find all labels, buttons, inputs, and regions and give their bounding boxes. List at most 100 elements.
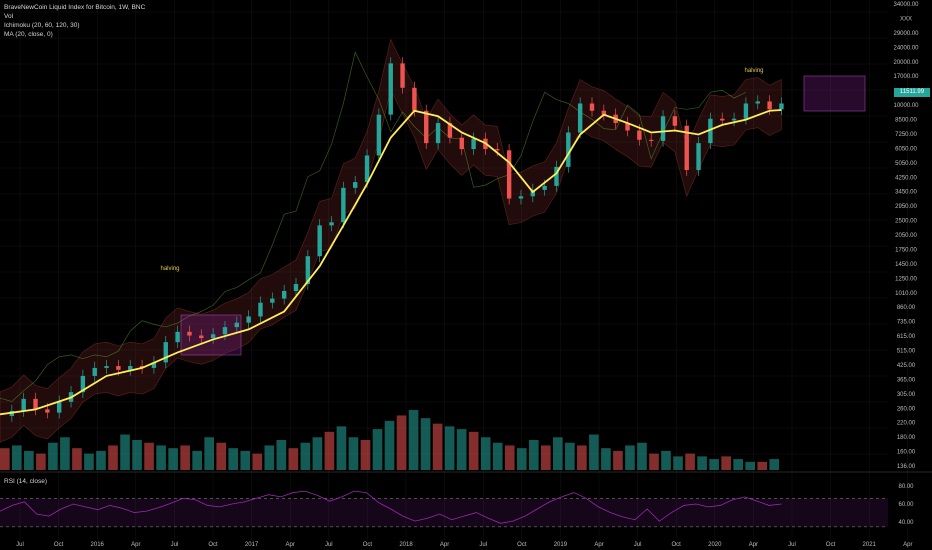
volume-bar bbox=[276, 440, 287, 470]
legend-ma: MA (20, close, 0) bbox=[4, 31, 53, 38]
volume-bar bbox=[468, 431, 479, 470]
candle-body bbox=[696, 143, 701, 171]
time-tick-label: Apr bbox=[594, 542, 603, 548]
volume-bar bbox=[192, 450, 202, 470]
volume-bar bbox=[528, 440, 539, 470]
candle-body bbox=[104, 366, 109, 368]
candle-body bbox=[341, 187, 346, 223]
legend-ichimoku: Ichimoku (20, 60, 120, 30) bbox=[4, 22, 80, 29]
volume-bar bbox=[637, 442, 647, 470]
candle-body bbox=[660, 116, 666, 141]
candle-body bbox=[293, 284, 299, 291]
candle-body bbox=[731, 118, 737, 121]
volume-bar bbox=[504, 445, 515, 470]
volume-bars bbox=[0, 410, 780, 470]
candle-body bbox=[708, 118, 713, 144]
volume-bar bbox=[384, 420, 395, 470]
candle-body bbox=[258, 302, 263, 317]
rsi-tick-label: 80.00 bbox=[898, 484, 914, 490]
candle-body bbox=[270, 298, 275, 303]
volume-bar bbox=[144, 442, 154, 470]
candle-body bbox=[57, 401, 62, 413]
price-tick-label: 735.00 bbox=[897, 320, 916, 326]
volume-bar bbox=[228, 448, 239, 470]
candle-body bbox=[187, 331, 192, 336]
price-tick-label: XXX bbox=[900, 16, 912, 22]
time-tick-label: Oct bbox=[208, 542, 218, 548]
candle-body bbox=[353, 182, 358, 188]
price-tick-label: 3450.00 bbox=[895, 190, 917, 196]
rsi-line bbox=[0, 490, 782, 524]
candle-body bbox=[779, 103, 784, 110]
volume-bar bbox=[240, 450, 251, 470]
candle-body bbox=[518, 196, 524, 199]
time-axis: Jul Oct 2016 Apr Jul Oct 2017 Apr Jul Oct 2018 Apr J… bbox=[16, 542, 912, 548]
candle-body bbox=[246, 316, 251, 323]
volume-bar bbox=[24, 450, 34, 470]
volume-bar bbox=[156, 445, 166, 470]
candle-body bbox=[400, 63, 405, 88]
annotations: halving halving bbox=[160, 68, 763, 272]
time-tick-label: Oct bbox=[826, 542, 836, 548]
price-tick-label: 260.00 bbox=[897, 406, 916, 412]
highlight-box bbox=[803, 75, 866, 112]
volume-bar bbox=[60, 437, 70, 470]
candle-body bbox=[554, 166, 559, 186]
candle-body bbox=[577, 103, 583, 133]
price-tick-label: 425.00 bbox=[897, 363, 916, 369]
time-tick-label: 2018 bbox=[399, 542, 413, 548]
volume-bar bbox=[48, 442, 58, 470]
price-tick-label: 10000.00 bbox=[893, 103, 919, 109]
time-tick-label: 2021 bbox=[863, 542, 877, 548]
volume-bar bbox=[312, 437, 323, 470]
ma-path bbox=[0, 109, 782, 416]
time-tick-label: Jul bbox=[788, 542, 796, 548]
volume-bar bbox=[432, 423, 443, 470]
price-tick-label: 515.00 bbox=[897, 349, 916, 355]
candle-body bbox=[412, 87, 417, 111]
volume-bar bbox=[336, 426, 347, 470]
candle-body bbox=[281, 290, 287, 299]
candle-body bbox=[376, 114, 382, 156]
volume-bar bbox=[565, 442, 575, 470]
price-tick-label: 305.00 bbox=[897, 392, 916, 398]
ichimoku-cloud bbox=[0, 38, 782, 443]
candle-body bbox=[495, 149, 500, 151]
candle-body bbox=[364, 155, 370, 183]
current-price-tag: 11511.99 bbox=[894, 88, 930, 97]
candle-body bbox=[329, 222, 334, 226]
chart-legend: BraveNewCoin Liquid Index for Bitcoin, 1… bbox=[4, 3, 145, 39]
price-tick-label: 365.00 bbox=[897, 377, 916, 383]
candle-body bbox=[175, 331, 180, 343]
time-tick-label: 2016 bbox=[91, 542, 105, 548]
legend-title: BraveNewCoin Liquid Index for Bitcoin, 1… bbox=[4, 4, 146, 11]
price-tick-label: 860.00 bbox=[897, 305, 916, 311]
time-tick-label: Jul bbox=[171, 542, 179, 548]
candle-body bbox=[625, 123, 630, 131]
time-tick-label: Apr bbox=[131, 542, 140, 548]
price-tick-label: 2050.00 bbox=[895, 233, 917, 239]
price-tick-label: 2500.00 bbox=[895, 219, 917, 225]
candle-body bbox=[506, 150, 512, 199]
volume-bar bbox=[649, 453, 659, 470]
candle-body bbox=[210, 334, 216, 339]
volume-bar bbox=[721, 456, 731, 470]
candle-body bbox=[459, 137, 464, 150]
ma-line bbox=[0, 109, 782, 416]
volume-bar bbox=[300, 442, 311, 470]
price-tick-label: 8500.00 bbox=[895, 118, 917, 124]
candle-body bbox=[128, 366, 133, 370]
volume-bar bbox=[553, 437, 563, 470]
price-tick-label: 1010.00 bbox=[895, 291, 917, 297]
price-tick-label: 1250.00 bbox=[895, 276, 917, 282]
candle-body bbox=[388, 63, 393, 115]
candle-body bbox=[589, 103, 595, 111]
volume-bar bbox=[757, 461, 768, 470]
time-tick-label: 2017 bbox=[245, 542, 259, 548]
volume-bar bbox=[12, 445, 22, 470]
candle-body bbox=[566, 132, 571, 167]
time-tick-label: 2019 bbox=[554, 542, 568, 548]
volume-bar bbox=[132, 440, 142, 470]
candle-body bbox=[424, 110, 429, 144]
